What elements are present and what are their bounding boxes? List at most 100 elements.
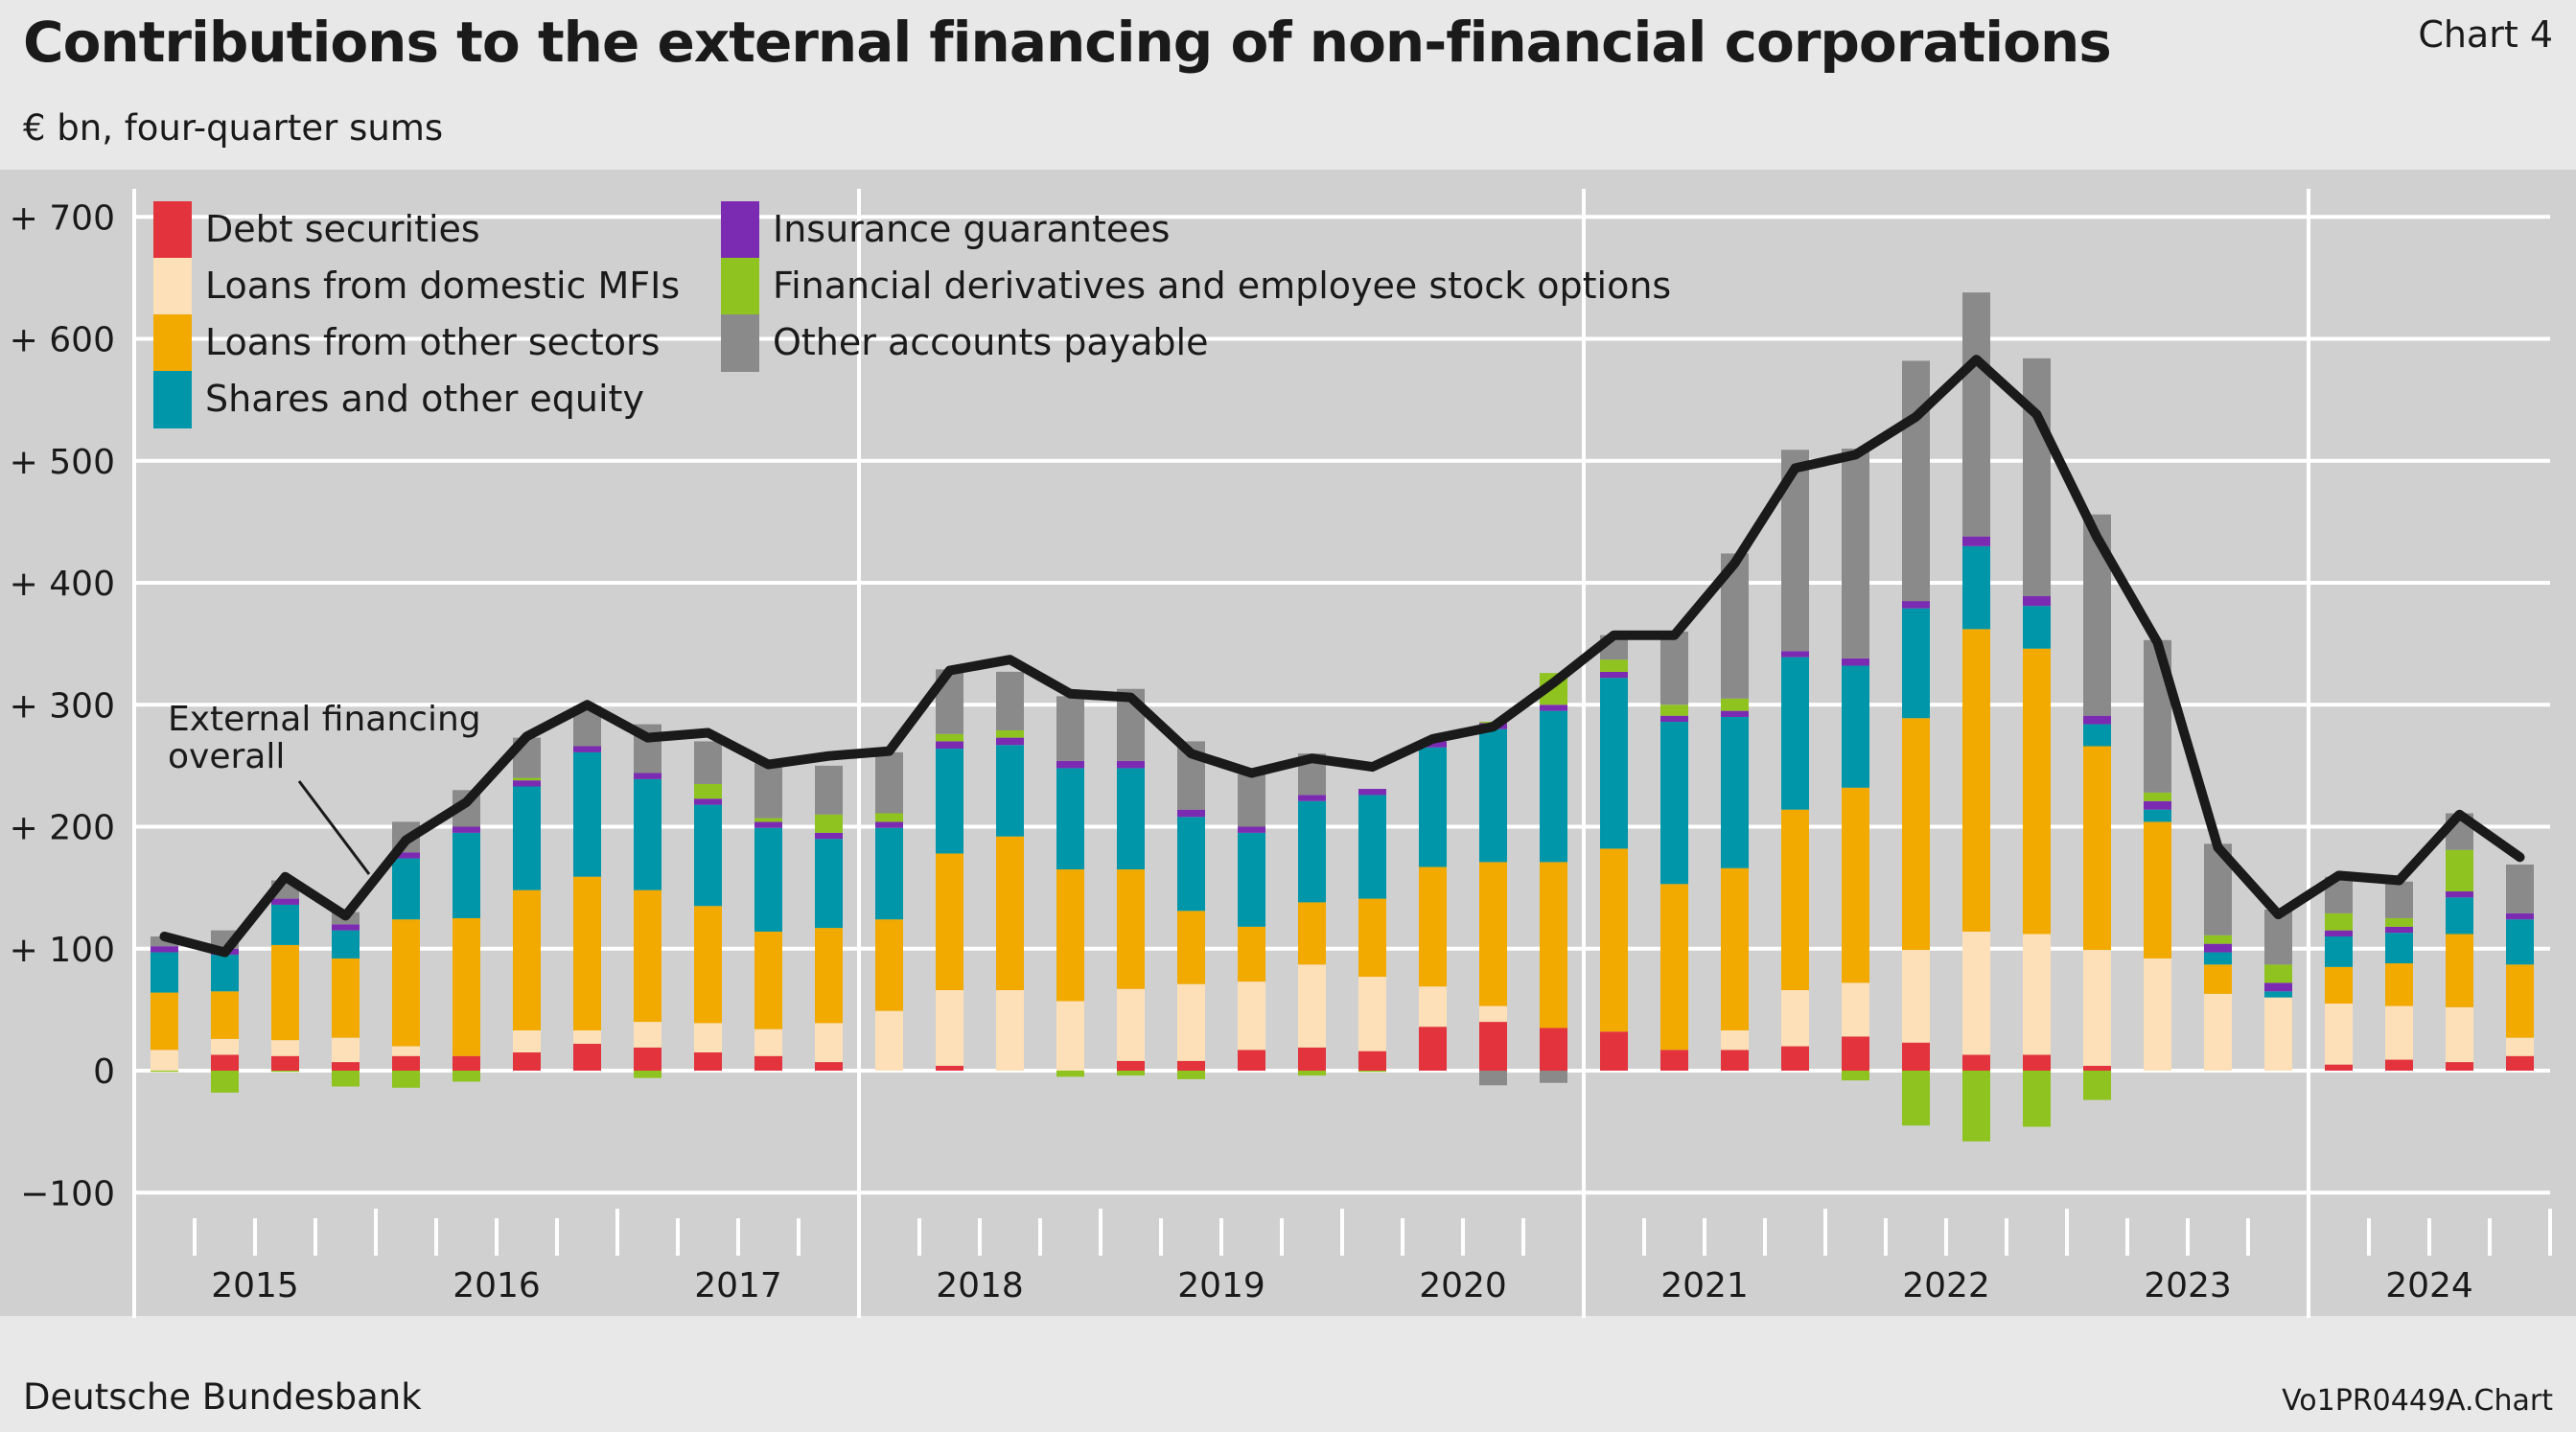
bar-segment [513, 786, 541, 890]
bar-segment [392, 1046, 420, 1056]
bar-segment [2144, 958, 2171, 1071]
bar-segment [2325, 1004, 2353, 1065]
legend-label: Loans from other sectors [205, 321, 660, 363]
chart-unit-subtitle: € bn, four-quarter sums [23, 107, 444, 149]
bar-segment [1721, 867, 1749, 1031]
bar-segment [2083, 1071, 2111, 1100]
bar-segment [1298, 1047, 1326, 1071]
bar-segment [1117, 768, 1145, 870]
bar-segment [1781, 657, 1809, 810]
bar-segment [2204, 964, 2232, 994]
bar-segment [1358, 789, 1386, 796]
bar-segment [2264, 991, 2292, 998]
bar-segment [1238, 982, 1265, 1051]
bar-segment [1358, 977, 1386, 1051]
bar-segment [2506, 1055, 2534, 1071]
bar-segment [1721, 698, 1749, 711]
bar-segment [1056, 1001, 1084, 1071]
x-year-label: 2017 [694, 1266, 782, 1305]
bar-segment [875, 919, 903, 1011]
bar-segment [392, 852, 420, 859]
y-tick-label: + 400 [10, 565, 115, 604]
bar-segment [694, 798, 722, 805]
bar-segment [2204, 935, 2232, 944]
bar-segment [2325, 936, 2353, 967]
bar-segment [1962, 1054, 1990, 1071]
bar-segment [694, 1023, 722, 1052]
bar-segment [392, 1071, 420, 1088]
bar-segment [453, 832, 480, 918]
bar-segment [211, 1038, 239, 1055]
x-year-label: 2018 [936, 1266, 1024, 1305]
bar-segment [2506, 864, 2534, 913]
bar-segment [1358, 795, 1386, 899]
bar-segment [2446, 1062, 2473, 1071]
bar-segment [2023, 358, 2051, 596]
bar-segment [1177, 911, 1205, 984]
bar-segment [1902, 608, 1930, 719]
bar-segment [1177, 983, 1205, 1061]
bar-segment [1660, 722, 1688, 885]
bar-segment [513, 1030, 541, 1052]
bar-segment [1842, 449, 1869, 658]
bar-segment [1842, 787, 1869, 983]
bar-segment [2023, 606, 2051, 649]
legend-swatch [153, 258, 192, 315]
bar-segment [634, 1071, 661, 1078]
bar-segment [2446, 934, 2473, 1007]
bar-segment [1177, 809, 1205, 818]
bar-segment [2023, 934, 2051, 1055]
bar-segment [1298, 1071, 1326, 1076]
bar-segment [392, 1055, 420, 1071]
x-year-label: 2023 [2144, 1266, 2232, 1305]
bar-segment [2264, 964, 2292, 983]
bar-segment [1479, 728, 1507, 863]
bar-segment [1842, 982, 1869, 1037]
bar-segment [754, 1028, 782, 1056]
bar-segment [1842, 665, 1869, 788]
legend-swatch [153, 314, 192, 372]
bar-segment [1781, 1046, 1809, 1071]
bar-segment [1660, 631, 1688, 705]
bar-segment [996, 836, 1024, 991]
bar-segment [2446, 1006, 2473, 1063]
bar-segment [634, 1047, 661, 1071]
bar-segment [1540, 710, 1567, 863]
bar-segment [2446, 890, 2473, 898]
bar-segment [453, 1055, 480, 1071]
bar-segment [936, 853, 963, 991]
total-financing-line [159, 355, 2525, 958]
bar-segment [1358, 1051, 1386, 1071]
bar-segment [634, 889, 661, 1023]
bar-segment [2385, 933, 2413, 964]
annotation-leader [297, 780, 371, 875]
bar-segment [1962, 629, 1990, 932]
bar-segment [875, 827, 903, 920]
bar-segment [1298, 964, 1326, 1048]
bar-segment [573, 751, 601, 877]
bar-segment [332, 930, 360, 959]
bar-segment [271, 1040, 299, 1056]
bar-segment [2446, 849, 2473, 891]
bar-segment [1842, 658, 1869, 666]
bar-segment [815, 928, 843, 1024]
bar-segment [2446, 897, 2473, 935]
annotation-label: External financing [168, 700, 481, 739]
bar-segment [1177, 1071, 1205, 1079]
bar-segment [1479, 1071, 1507, 1086]
y-tick-label: 0 [93, 1052, 115, 1092]
bar-segment [875, 751, 903, 814]
bar-segment [2385, 1005, 2413, 1060]
bar-segment [1660, 1050, 1688, 1071]
bar-segment [1600, 1031, 1628, 1071]
bar-segment [815, 1023, 843, 1063]
bar-segment [1902, 1042, 1930, 1071]
bar-segment [211, 1054, 239, 1071]
bar-segment [1962, 1071, 1990, 1142]
x-year-label: 2015 [211, 1266, 299, 1305]
bar-segment [996, 990, 1024, 1071]
bar-segment [2083, 746, 2111, 951]
bar-segment [151, 1071, 178, 1073]
plot-area: −100 0 + 100 + 200 + 300 + 400 + 500 + 600 + 700… [0, 163, 2576, 1318]
bar-segment [2083, 950, 2111, 1066]
